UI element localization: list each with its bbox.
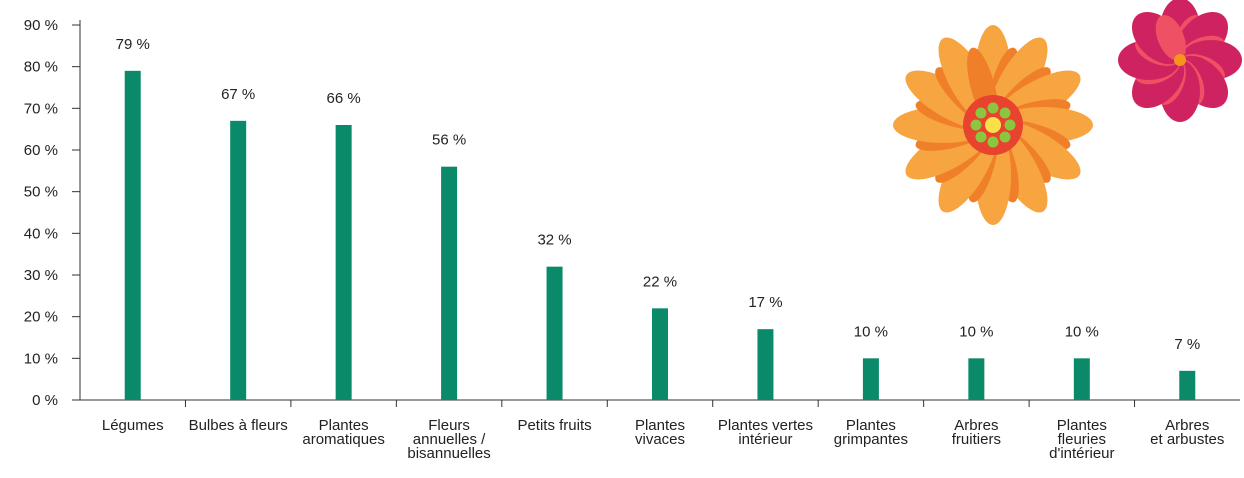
- value-label: 32 %: [537, 232, 571, 249]
- value-label: 10 %: [854, 323, 888, 340]
- value-label: 79 %: [116, 36, 150, 53]
- flower-dot: [988, 103, 999, 114]
- y-tick-label: 80 %: [24, 59, 58, 76]
- bar: [336, 125, 352, 400]
- bar: [230, 121, 246, 400]
- bar: [652, 308, 668, 400]
- flower-dot: [975, 107, 986, 118]
- flower-dot: [1000, 132, 1011, 143]
- y-tick-label: 70 %: [24, 100, 58, 117]
- flower-dot: [971, 120, 982, 131]
- flower-center: [1174, 54, 1186, 66]
- value-label: 10 %: [1065, 323, 1099, 340]
- flower-dot: [1000, 107, 1011, 118]
- value-label: 7 %: [1174, 336, 1200, 353]
- bar: [125, 71, 141, 400]
- value-label: 67 %: [221, 86, 255, 103]
- y-tick-label: 90 %: [24, 17, 58, 34]
- y-tick-label: 50 %: [24, 184, 58, 201]
- x-tick-label: Bulbes à fleurs: [189, 417, 288, 434]
- value-label: 56 %: [432, 132, 466, 149]
- flower-center: [985, 117, 1001, 133]
- decoration: [893, 0, 1242, 225]
- y-tick-label: 0 %: [32, 392, 58, 409]
- chart: 0 % 10 % 20 % 30 % 40 % 50 % 60 % 70 % 80 % 90 % L…: [0, 0, 1244, 473]
- y-tick-label: 60 %: [24, 142, 58, 159]
- flower-dot: [988, 137, 999, 148]
- x-tick-label: Petits fruits: [517, 417, 591, 434]
- bar: [1074, 358, 1090, 400]
- flower-dot: [1005, 120, 1016, 131]
- bar: [863, 358, 879, 400]
- x-tick-label: Légumes: [102, 417, 164, 434]
- y-tick-label: 30 %: [24, 267, 58, 284]
- bar: [1179, 371, 1195, 400]
- value-label: 10 %: [959, 323, 993, 340]
- bar: [757, 329, 773, 400]
- flower-dot: [975, 132, 986, 143]
- value-label: 66 %: [327, 90, 361, 107]
- y-tick-label: 10 %: [24, 350, 58, 367]
- bar: [968, 358, 984, 400]
- y-tick-label: 20 %: [24, 309, 58, 326]
- value-label: 22 %: [643, 273, 677, 290]
- y-tick-label: 40 %: [24, 225, 58, 242]
- bar: [547, 267, 563, 400]
- value-label: 17 %: [748, 294, 782, 311]
- bar: [441, 167, 457, 400]
